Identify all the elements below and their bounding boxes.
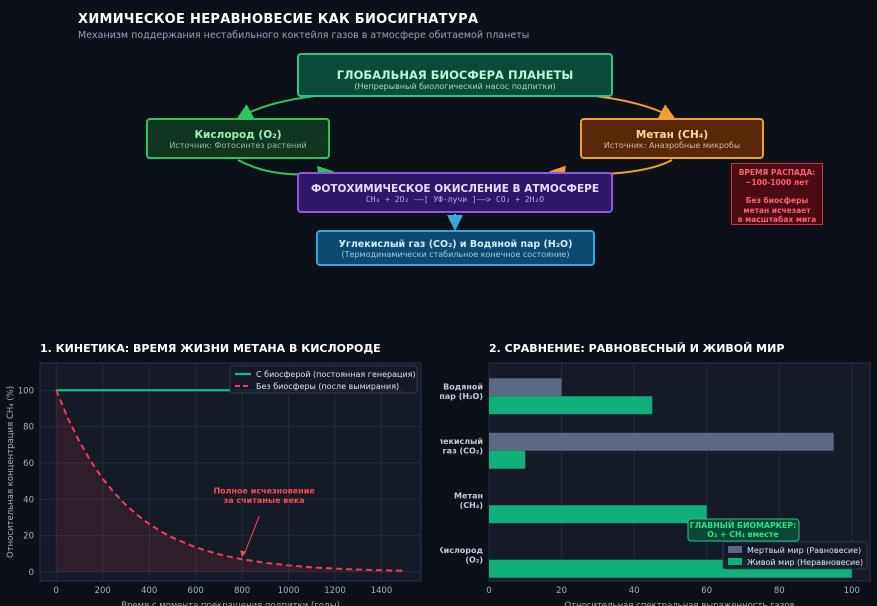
decay-line-2: ~100-1000 лет	[745, 177, 809, 187]
x-tick-label: 1400	[371, 586, 393, 596]
legend-label-with-biosphere: С биосферой (постоянная генерация)	[256, 370, 416, 379]
y-tick-label: 0	[29, 568, 34, 578]
x-tick-label: 20	[556, 586, 567, 596]
category-label: Водяной	[443, 382, 483, 391]
legend-label-without-biosphere: Без биосферы (после вымирания)	[256, 382, 399, 391]
x-tick-label: 0	[486, 586, 491, 596]
y-tick-label: 20	[23, 532, 34, 542]
x-axis-label: Время с момента прекращения подпитки (го…	[121, 601, 340, 606]
category-label: пар (H₂O)	[440, 392, 483, 401]
page-title: ХИМИЧЕСКОЕ НЕРАВНОВЕСИЕ КАК БИОСИГНАТУРА	[78, 12, 479, 27]
oxidation-equation: CH₄ + 2O₂ ——[ УФ-лучи ]——> CO₂ + 2H₂O	[365, 195, 545, 204]
annotation-arrowhead	[240, 550, 246, 558]
y-tick-label: 60	[23, 459, 34, 469]
methane-sub: Источник: Анаэробные микробы	[603, 141, 741, 150]
x-axis-label: Относительная спектральная выраженность …	[564, 601, 794, 606]
methane-title: Метан (CH₄)	[635, 129, 709, 141]
x-tick-label: 400	[141, 586, 157, 596]
products-title: Углекислый газ (CO₂) и Водяной пар (H₂O)	[338, 239, 573, 250]
decay-line-5: в масштабах мига	[737, 215, 817, 224]
decay-line-4: метан исчезает	[743, 205, 811, 215]
bar-dead-world	[489, 378, 562, 397]
plot-area	[39, 362, 422, 582]
annotation-text: Полное исчезновение	[213, 486, 315, 495]
category-label: газ (CO₂)	[443, 446, 484, 455]
x-tick-label: 100	[844, 586, 860, 596]
x-tick-label: 0	[54, 586, 59, 596]
kinetics-section-title: 1. КИНЕТИКА: ВРЕМЯ ЖИЗНИ МЕТАНА В КИСЛОР…	[40, 342, 381, 355]
legend-label-dead-world: Мертвый мир (Равновесие)	[747, 546, 861, 555]
biomarker-callout-line2: O₂ + CH₄ вместе	[707, 530, 778, 539]
legend-swatch-living-world	[728, 558, 742, 565]
annotation-text: за считаные века	[224, 496, 305, 505]
decay-line-1: ВРЕМЯ РАСПАДА:	[738, 168, 816, 177]
category-label: (O₂)	[465, 555, 483, 564]
x-tick-label: 1000	[278, 586, 300, 596]
biosphere-node: ГЛОБАЛЬНАЯ БИОСФЕРА ПЛАНЕТЫ (Непрерывный…	[297, 53, 613, 97]
x-tick-label: 80	[774, 586, 785, 596]
category-label: Углекислый	[440, 437, 483, 446]
x-tick-label: 40	[629, 586, 640, 596]
oxygen-sub: Источник: Фотосинтез растений	[169, 141, 307, 150]
bar-dead-world	[489, 432, 834, 451]
biosphere-sub: (Непрерывный биологический насос подпитк…	[354, 82, 556, 91]
legend-box	[722, 541, 868, 570]
y-tick-label: 80	[23, 423, 34, 433]
products-node: Углекислый газ (CO₂) и Водяной пар (H₂O)…	[316, 230, 595, 266]
decay-area	[56, 390, 405, 572]
legend-box	[229, 365, 418, 394]
annotation-arrow	[243, 516, 260, 555]
x-tick-label: 1200	[324, 586, 346, 596]
page-subtitle: Механизм поддержания нестабильного кокте…	[78, 30, 530, 41]
category-label: Кислород	[440, 546, 484, 555]
oxidation-title: ФОТОХИМИЧЕСКОЕ ОКИСЛЕНИЕ В АТМОСФЕРЕ	[310, 183, 600, 195]
y-tick-label: 100	[18, 386, 34, 396]
biosphere-title: ГЛОБАЛЬНАЯ БИОСФЕРА ПЛАНЕТЫ	[336, 68, 574, 82]
y-tick-label: 40	[23, 495, 34, 505]
decay-time-callout: ВРЕМЯ РАСПАДА: ~100-1000 лет Без биосфер…	[731, 163, 823, 225]
oxidation-node: ФОТОХИМИЧЕСКОЕ ОКИСЛЕНИЕ В АТМОСФЕРЕ CH₄…	[297, 172, 613, 213]
oxygen-title: Кислород (O₂)	[194, 129, 282, 141]
decay-line-3: Без биосферы	[745, 196, 809, 205]
bar-living-world	[489, 450, 526, 469]
equilibrium-comparison-chart: 0 20 40 60 80 100 Относительная спектральная в…	[440, 362, 871, 606]
methane-node: Метан (CH₄) Источник: Анаэробные микробы	[580, 118, 764, 159]
legend-swatch-dead-world	[728, 546, 742, 553]
bar-living-world	[489, 396, 653, 415]
biomarker-callout-line1: ГЛАВНЫЙ БИОМАРКЕР:	[690, 521, 796, 530]
comparison-section-title: 2. СРАВНЕНИЕ: РАВНОВЕСНЫЙ И ЖИВОЙ МИР	[489, 342, 785, 355]
products-sub: (Термодинамически стабильное конечное со…	[341, 250, 570, 259]
y-axis-label: Относительная концентрация CH₄ (%)	[6, 386, 16, 558]
x-tick-label: 800	[234, 586, 250, 596]
biomarker-callout	[687, 518, 800, 542]
category-label: (CH₄)	[460, 501, 483, 510]
category-label: Метан	[454, 491, 483, 500]
x-tick-label: 60	[701, 586, 712, 596]
oxygen-node: Кислород (O₂) Источник: Фотосинтез расте…	[146, 118, 330, 159]
methane-kinetics-chart: 0 200 400 600 800 1000 1200 1400 0 20 40 60 80 100 Вре…	[6, 362, 422, 606]
x-tick-label: 600	[188, 586, 204, 596]
x-tick-label: 200	[95, 586, 111, 596]
bar-living-world	[489, 505, 707, 524]
series-without-biosphere-line	[55, 389, 405, 572]
legend-label-living-world: Живой мир (Неравновесие)	[747, 558, 863, 567]
